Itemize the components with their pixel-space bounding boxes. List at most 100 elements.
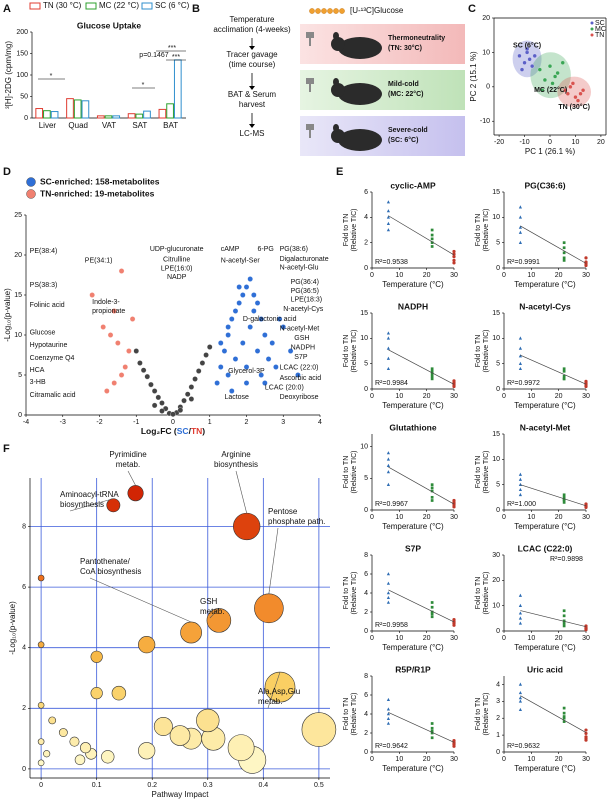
y-tick-label: 0 xyxy=(364,749,368,756)
x-tick-label: 20 xyxy=(423,635,431,642)
y-tick-label: 10 xyxy=(482,49,490,56)
x-axis-label: Temperature (°C) xyxy=(514,280,576,289)
point-label: cAMP xyxy=(221,246,240,253)
pathway-label: phosphate path. xyxy=(268,517,325,526)
y-tick-label: 1 xyxy=(496,732,500,739)
point xyxy=(573,94,578,100)
point xyxy=(575,98,581,103)
trend-line xyxy=(520,610,587,627)
leader-line xyxy=(267,671,281,709)
point-label: N-acetyl-Glu xyxy=(280,265,319,272)
point xyxy=(584,502,588,506)
panel-label: A xyxy=(3,3,11,15)
point xyxy=(518,354,522,358)
bar xyxy=(66,98,74,119)
trend-line xyxy=(520,695,587,733)
point xyxy=(126,348,132,354)
gavage-icons xyxy=(306,32,314,138)
bubble xyxy=(169,725,191,746)
y-tick-label: 15 xyxy=(14,292,22,299)
point xyxy=(386,595,390,600)
x-tick-label: 30 xyxy=(450,272,458,279)
legend-swatch xyxy=(590,21,594,25)
point xyxy=(236,284,242,290)
point xyxy=(524,46,530,52)
legend-label: MC xyxy=(595,26,606,33)
point xyxy=(540,88,545,93)
r-squared: R²=0.9984 xyxy=(375,380,408,387)
y-tick-label: 25 xyxy=(14,212,22,219)
x-tick-label: 30 xyxy=(450,514,458,521)
point xyxy=(386,572,390,576)
point xyxy=(137,360,143,366)
x-tick-label: 20 xyxy=(555,635,563,642)
x-tick-label: -20 xyxy=(494,139,504,146)
y-tick-label: 150 xyxy=(16,50,28,57)
legend-label: SC-enriched: 158-metabolites xyxy=(40,176,160,186)
point xyxy=(240,340,246,346)
x-tick-label: 0.3 xyxy=(203,782,213,789)
point-label: D-galactonic acid xyxy=(243,316,297,323)
x-tick-label: BAT xyxy=(163,121,178,130)
y-axis-label: Fold to TN xyxy=(343,698,350,731)
point xyxy=(562,251,566,255)
point xyxy=(518,616,522,620)
bubble xyxy=(227,734,255,762)
point xyxy=(452,249,456,254)
group-ellipse xyxy=(530,52,571,99)
point xyxy=(240,292,246,298)
point xyxy=(518,336,522,340)
y-axis-label: (Relative TIC) xyxy=(351,450,358,493)
point xyxy=(518,682,522,686)
x-tick-label: -4 xyxy=(23,419,29,426)
point xyxy=(430,731,434,735)
y-axis-label: Fold to TN xyxy=(475,577,482,610)
x-axis-label: Temperature (°C) xyxy=(514,401,576,410)
point xyxy=(386,470,390,474)
point xyxy=(562,259,566,262)
point xyxy=(386,215,390,219)
y-tick-label: 0 xyxy=(496,507,500,514)
point xyxy=(129,316,136,322)
point xyxy=(518,593,522,597)
point xyxy=(518,477,522,481)
x-axis-label: Temperature (°C) xyxy=(514,764,576,773)
chart-title: N-acetyl-Met xyxy=(520,422,571,432)
chart-title: Uric acid xyxy=(527,664,563,674)
y-tick-label: 50 xyxy=(20,93,28,100)
point xyxy=(562,246,566,250)
x-tick-label: SAT xyxy=(132,121,147,130)
point-label: N-acetyl-Cys xyxy=(283,306,324,313)
y-axis-label: (Relative TIC) xyxy=(483,450,490,493)
point xyxy=(276,316,283,322)
pathway-label: Pentose xyxy=(268,507,298,516)
x-tick-label: 0 xyxy=(370,756,374,763)
x-tick-label: 0 xyxy=(502,756,506,763)
tracer-dots xyxy=(309,8,345,14)
point xyxy=(518,361,522,365)
point xyxy=(562,622,566,625)
point xyxy=(430,722,434,725)
step-text: Tracer gavage xyxy=(226,50,278,59)
point xyxy=(578,91,583,96)
x-axis-label-part: Log₂FC ( xyxy=(141,426,177,436)
chart-title: Glucose Uptake xyxy=(77,20,142,30)
x-axis-label: Temperature (°C) xyxy=(382,522,444,531)
x-tick-label: 0.1 xyxy=(92,782,102,789)
point xyxy=(452,741,456,746)
trend-line xyxy=(388,712,455,743)
x-tick-label: 10 xyxy=(395,272,403,279)
bar xyxy=(96,115,105,119)
bar xyxy=(35,108,44,119)
bubble xyxy=(90,687,103,700)
bubble xyxy=(69,736,80,747)
point xyxy=(386,707,390,711)
r-squared: R²=1.000 xyxy=(507,501,536,508)
point xyxy=(518,225,522,229)
x-axis-label: Temperature (°C) xyxy=(514,522,576,531)
chart-title: N-acetyl-Cys xyxy=(519,301,571,311)
x-axis-label-part: / xyxy=(189,426,192,436)
point xyxy=(225,324,231,330)
bar xyxy=(43,110,51,119)
legend-swatch xyxy=(29,2,41,10)
